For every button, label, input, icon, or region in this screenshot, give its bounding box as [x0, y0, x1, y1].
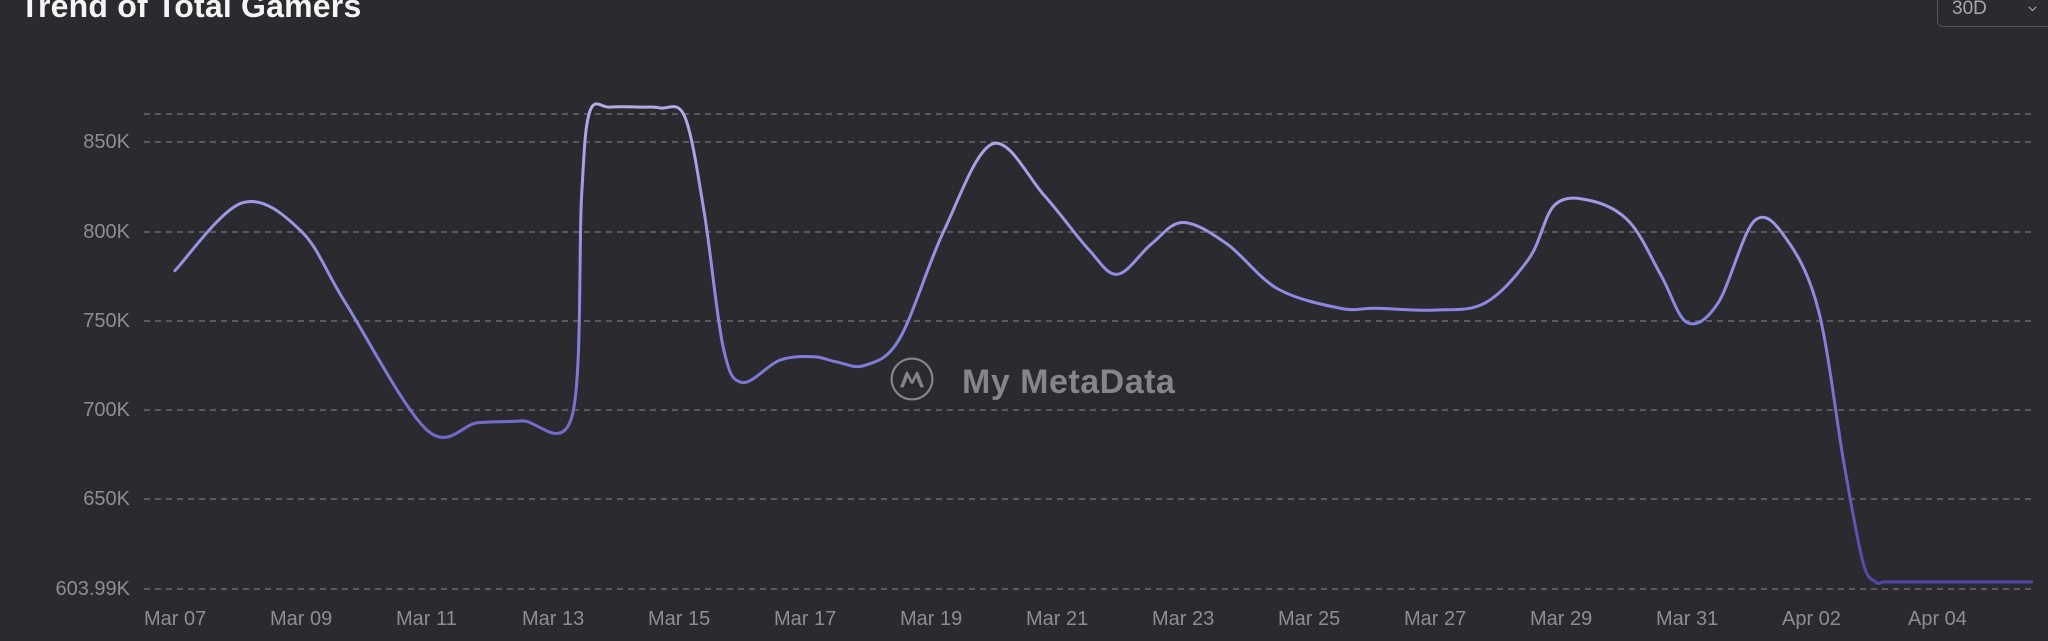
- svg-text:Mar 23: Mar 23: [1152, 608, 1214, 630]
- svg-text:Mar 09: Mar 09: [270, 608, 332, 630]
- svg-text:Mar 07: Mar 07: [144, 608, 206, 630]
- svg-text:Mar 31: Mar 31: [1656, 608, 1718, 630]
- svg-text:Mar 29: Mar 29: [1530, 608, 1592, 630]
- svg-text:Mar 27: Mar 27: [1404, 608, 1466, 630]
- svg-text:Mar 25: Mar 25: [1278, 608, 1340, 630]
- svg-text:750K: 750K: [83, 310, 130, 332]
- svg-text:603.99K: 603.99K: [55, 578, 130, 600]
- svg-text:650K: 650K: [83, 488, 130, 510]
- svg-text:Mar 21: Mar 21: [1026, 608, 1088, 630]
- svg-text:Mar 15: Mar 15: [648, 608, 710, 630]
- svg-text:Mar 13: Mar 13: [522, 608, 584, 630]
- svg-text:Mar 19: Mar 19: [900, 608, 962, 630]
- svg-text:850K: 850K: [83, 131, 130, 153]
- svg-text:Apr 04: Apr 04: [1908, 608, 1967, 630]
- svg-text:800K: 800K: [83, 221, 130, 243]
- svg-text:Mar 11: Mar 11: [396, 608, 457, 630]
- svg-text:Apr 02: Apr 02: [1782, 608, 1841, 630]
- svg-text:Mar 17: Mar 17: [774, 608, 836, 630]
- svg-text:700K: 700K: [83, 399, 130, 421]
